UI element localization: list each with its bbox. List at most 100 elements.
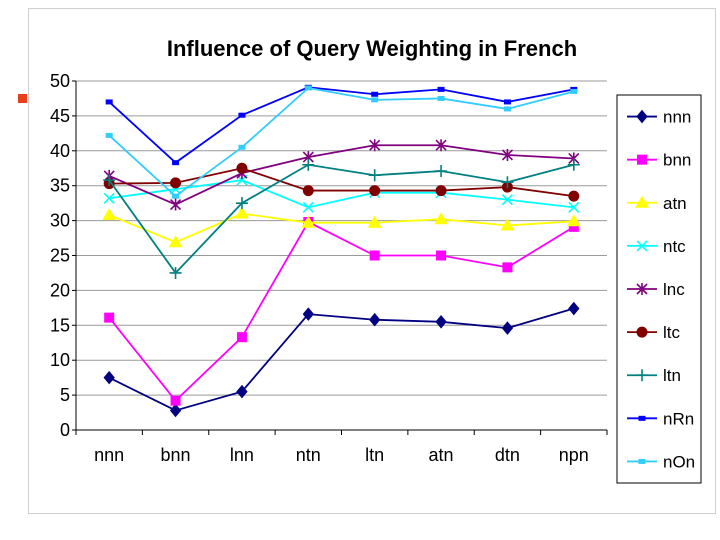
plot-area: 0 5 10 15 20 25 30 35 40 45 50 nnn bnn lnn ntn ltn atn dt… bbox=[50, 71, 608, 465]
legend-item-nRn: nRn bbox=[627, 409, 694, 428]
data-point-nOn bbox=[304, 85, 312, 91]
legend-marker-bnn bbox=[637, 154, 647, 165]
data-point-nnn bbox=[501, 321, 514, 335]
series-line-ltn bbox=[108, 163, 575, 275]
legend-label-nOn: nOn bbox=[663, 452, 695, 471]
y-tick-label: 25 bbox=[50, 246, 70, 266]
data-point-ltn bbox=[567, 158, 580, 171]
series-line-bnn bbox=[108, 220, 575, 403]
data-point-nRn bbox=[503, 99, 511, 105]
data-point-nnn bbox=[302, 307, 314, 321]
data-point-atn bbox=[566, 214, 581, 227]
data-point-ltc bbox=[369, 185, 381, 197]
legend-marker-ltc bbox=[636, 326, 648, 338]
y-tick-label: 40 bbox=[50, 141, 70, 161]
data-point-nOn bbox=[570, 88, 578, 94]
data-point-ltn bbox=[368, 169, 381, 182]
legend-label-bnn: bnn bbox=[663, 151, 691, 170]
chart-title: Influence of Query Weighting in French bbox=[167, 36, 577, 61]
series-line-nRn bbox=[108, 86, 574, 164]
data-point-bnn bbox=[236, 332, 247, 343]
series-line-ltc bbox=[109, 167, 574, 198]
data-point-bnn bbox=[436, 250, 447, 261]
legend-label-ntc: ntc bbox=[663, 237, 686, 256]
data-point-ltn bbox=[435, 165, 448, 178]
legend: nnn bnn atn ntc lnc ltc ltn nRn nOn bbox=[616, 94, 702, 484]
legend-marker-nnn bbox=[636, 109, 648, 124]
data-point-atn bbox=[367, 215, 382, 228]
data-point-atn bbox=[301, 215, 316, 228]
line-chart: Influence of Query Weighting in French 0… bbox=[50, 36, 702, 484]
y-tick-label: 15 bbox=[50, 315, 70, 335]
x-tick-label: ltn bbox=[365, 445, 384, 465]
data-point-ltn bbox=[302, 158, 315, 171]
data-point-bnn bbox=[502, 262, 513, 273]
data-point-nRn bbox=[105, 99, 113, 105]
legend-marker-ltn bbox=[636, 369, 648, 382]
data-point-nRn bbox=[238, 112, 246, 118]
y-tick-label: 35 bbox=[50, 176, 70, 196]
y-tick-label: 0 bbox=[60, 420, 70, 440]
legend-item-ltc: ltc bbox=[627, 323, 681, 342]
data-point-atn bbox=[500, 218, 515, 231]
legend-item-nOn: nOn bbox=[627, 452, 695, 471]
data-point-nnn bbox=[103, 370, 115, 385]
data-point-nRn bbox=[172, 160, 180, 166]
data-point-nOn bbox=[105, 132, 113, 138]
data-point-nnn bbox=[568, 301, 580, 316]
data-point-nOn bbox=[503, 106, 511, 112]
data-point-ltn bbox=[235, 197, 248, 210]
x-tick-label: npn bbox=[559, 445, 589, 465]
legend-item-ntc: ntc bbox=[627, 237, 686, 256]
legend-item-atn: atn bbox=[627, 194, 687, 213]
data-point-ltn bbox=[501, 176, 514, 189]
legend-label-nRn: nRn bbox=[663, 409, 694, 428]
y-tick-label: 20 bbox=[50, 280, 70, 300]
data-point-nOn bbox=[437, 95, 445, 101]
y-tick-label: 10 bbox=[50, 350, 70, 370]
data-point-ltc bbox=[435, 185, 447, 197]
legend-label-atn: atn bbox=[663, 194, 687, 213]
data-point-nRn bbox=[437, 86, 445, 92]
data-point-nnn bbox=[369, 312, 381, 327]
x-tick-label: nnn bbox=[94, 445, 124, 465]
data-point-bnn bbox=[369, 250, 380, 261]
x-tick-label: ntn bbox=[296, 445, 321, 465]
data-point-bnn bbox=[170, 395, 181, 406]
x-tick-label: atn bbox=[429, 445, 454, 465]
data-point-nOn bbox=[172, 193, 180, 199]
y-tick-label: 50 bbox=[50, 71, 70, 91]
legend-item-lnc: lnc bbox=[627, 280, 685, 299]
data-point-atn bbox=[235, 206, 249, 219]
data-point-nnn bbox=[169, 403, 182, 418]
data-point-nRn bbox=[371, 91, 379, 97]
series-line-atn bbox=[108, 212, 574, 244]
series-nOn bbox=[105, 85, 578, 199]
data-point-ntc bbox=[568, 201, 580, 213]
series-line-nnn bbox=[108, 307, 575, 412]
legend-item-bnn: bnn bbox=[627, 151, 691, 170]
legend-item-ltn: ltn bbox=[627, 366, 681, 385]
data-point-lnc bbox=[501, 148, 514, 161]
legend-label-lnc: lnc bbox=[663, 280, 685, 299]
legend-marker-ntc bbox=[636, 240, 648, 252]
legend-label-ltc: ltc bbox=[663, 323, 681, 342]
legend-marker-atn bbox=[635, 195, 649, 208]
legend-item-nnn: nnn bbox=[627, 108, 691, 127]
series-ltn bbox=[103, 158, 580, 279]
x-tick-label: bnn bbox=[161, 445, 191, 465]
chart-frame: Influence of Query Weighting in French 0… bbox=[28, 8, 716, 514]
data-point-nOn bbox=[371, 97, 379, 103]
data-point-nnn bbox=[435, 315, 447, 329]
data-point-bnn bbox=[104, 312, 115, 323]
data-point-ltc bbox=[170, 177, 182, 189]
slide-bullet-marker bbox=[18, 94, 27, 103]
data-point-atn bbox=[434, 212, 448, 225]
data-point-ntc bbox=[103, 192, 115, 204]
data-point-ltn bbox=[103, 174, 116, 187]
data-point-ltn bbox=[169, 266, 182, 279]
data-point-lnc bbox=[169, 198, 182, 211]
legend-label-ltn: ltn bbox=[663, 366, 681, 385]
data-point-atn bbox=[102, 208, 117, 221]
data-point-ltc bbox=[302, 185, 314, 197]
